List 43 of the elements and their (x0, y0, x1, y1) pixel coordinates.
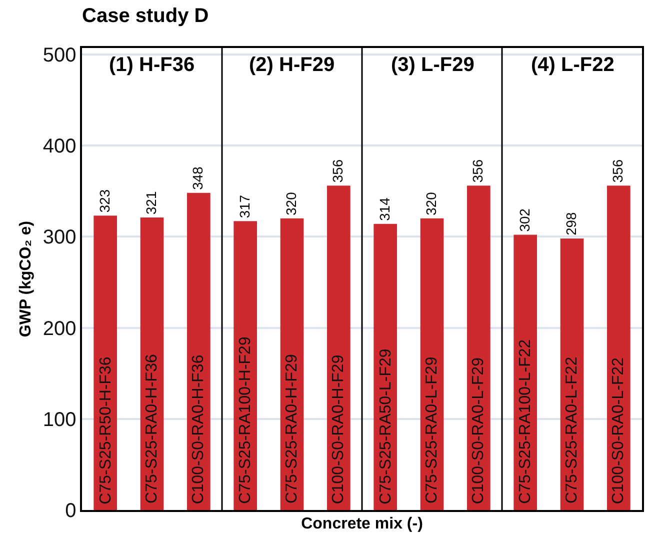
x-tick-label: C100-S0-RA0-L-F22 (610, 357, 628, 504)
data-label: 320 (422, 192, 439, 216)
x-tick-label: C100-S0-RA0-H-F29 (330, 354, 348, 504)
data-label: 356 (610, 159, 626, 183)
x-tick-label: C100-S0-RA0-L-F29 (470, 357, 488, 504)
y-tick-label: 400 (42, 136, 76, 158)
bar (607, 186, 630, 510)
x-tick-label: C75-S25-RA100-L-F22 (516, 339, 534, 504)
x-tick-label: C75-S25-RA100-H-F29 (236, 336, 254, 504)
y-tick-label: 300 (42, 226, 76, 249)
x-tick-label: C100-S0-RA0-H-F36 (190, 354, 208, 504)
annotation: (4) L-F22 (531, 54, 614, 76)
bar (187, 192, 210, 510)
data-label: 321 (142, 190, 159, 214)
data-label: 348 (190, 166, 206, 190)
y-tick-label: 100 (42, 408, 76, 431)
bar (327, 186, 350, 510)
data-label: 302 (516, 208, 532, 232)
x-tick-label: C75-S25-R50-H-F36 (97, 356, 114, 504)
x-tick-label: C75-S25-RA0-L-F22 (564, 356, 580, 504)
bar (374, 224, 397, 510)
data-label: 317 (236, 194, 252, 218)
x-tick-label: C75-S25-RA0-L-F29 (424, 356, 440, 504)
x-axis-title: Concrete mix (-) (301, 515, 423, 532)
y-axis-title: GWP (kgCO₂ e) (17, 220, 34, 338)
bar (94, 216, 117, 510)
data-label: 356 (470, 159, 486, 183)
y-tick-label: 200 (42, 318, 76, 340)
data-label: 320 (282, 192, 299, 216)
data-label: 356 (330, 159, 346, 183)
bar (467, 186, 490, 510)
y-tick-label: 500 (42, 44, 76, 66)
data-label: 298 (562, 212, 579, 236)
x-tick-label: C75-S25-RA0-H-F29 (284, 354, 300, 504)
x-tick-label: C75-S25-RA50-L-F29 (377, 348, 394, 504)
annotation: (3) L-F29 (391, 54, 474, 76)
data-label: 323 (96, 189, 112, 213)
data-label: 314 (376, 197, 392, 221)
chart-title: Case study D (82, 5, 209, 28)
y-tick-label: 0 (65, 500, 76, 522)
annotation: (1) H-F36 (109, 54, 195, 76)
annotation: (2) H-F29 (249, 54, 335, 76)
x-tick-label: C75-S25-RA0-H-F36 (144, 354, 160, 504)
